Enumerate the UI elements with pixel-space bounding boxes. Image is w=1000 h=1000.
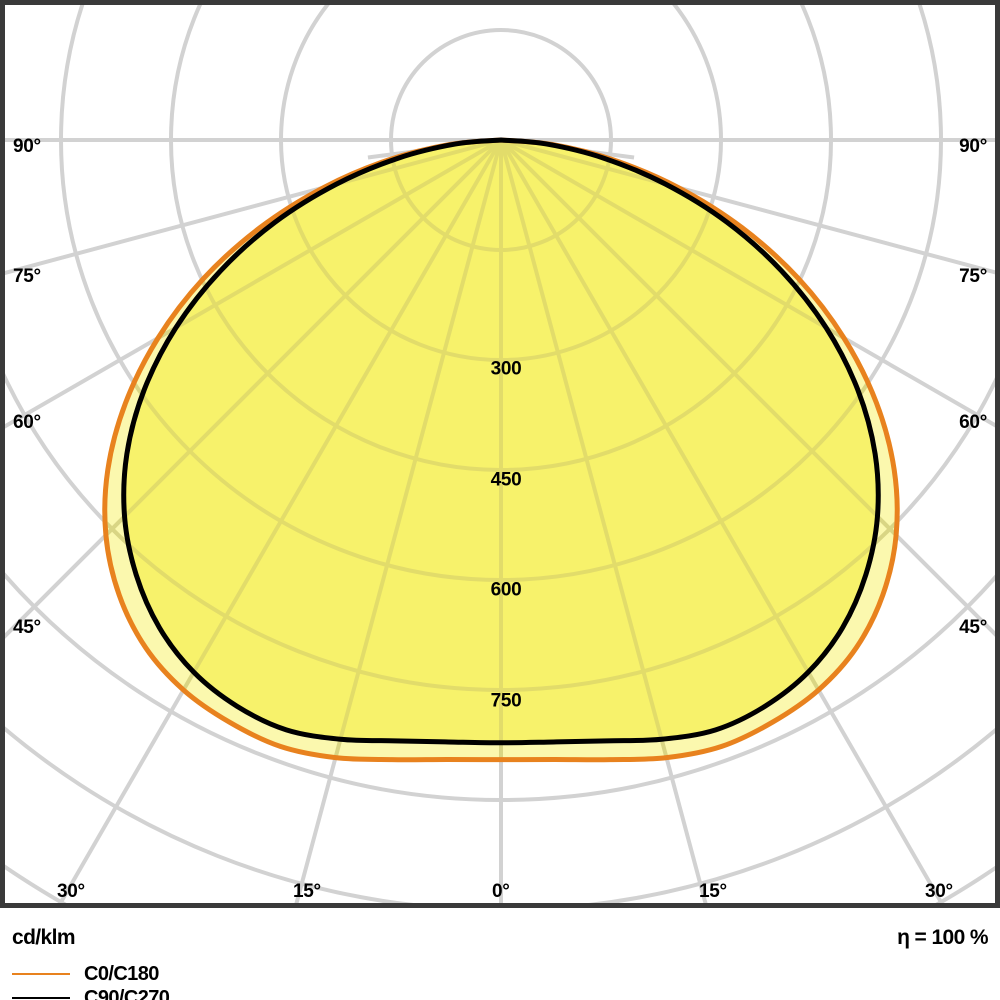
angle-label-bottom-30-left: 30° — [57, 881, 85, 902]
angle-label-bottom-15-left: 15° — [293, 881, 321, 902]
angle-label-bottom-30-right: 30° — [925, 881, 953, 902]
angle-label-bottom-0: 0° — [492, 881, 510, 902]
chart-plot-area: 90° 75° 60° 45° 90° 75° 60° 45° 30° 15° … — [0, 0, 1000, 908]
legend-swatch-c90-c270 — [12, 997, 70, 999]
legend-label-c90-c270: C90/C270 — [84, 987, 170, 1000]
angle-label-right-75: 75° — [959, 266, 987, 287]
legend-item-c0-c180: C0/C180 — [12, 962, 169, 986]
unit-label: cd/klm — [12, 926, 76, 949]
chart-footer: cd/klm η = 100 % C0/C180 C90/C270 — [0, 908, 1000, 1000]
angle-label-right-45: 45° — [959, 617, 987, 638]
angle-label-left-90: 90° — [13, 136, 41, 157]
angle-label-left-45: 45° — [13, 617, 41, 638]
ring-value-label-300: 300 — [490, 358, 522, 380]
legend-item-c90-c270: C90/C270 — [12, 986, 170, 1000]
angle-label-left-60: 60° — [13, 412, 41, 433]
ring-value-label-750: 750 — [490, 690, 522, 712]
angle-label-right-60: 60° — [959, 412, 987, 433]
angle-label-right-90: 90° — [959, 136, 987, 157]
polar-plot-svg — [5, 5, 995, 903]
legend-label-c0-c180: C0/C180 — [84, 963, 159, 985]
ring-value-label-600: 600 — [490, 579, 522, 601]
ring-value-label-450: 450 — [490, 469, 522, 491]
angle-label-left-75: 75° — [13, 266, 41, 287]
legend: C0/C180 C90/C270 — [12, 962, 170, 1000]
angle-label-bottom-15-right: 15° — [699, 881, 727, 902]
legend-swatch-c0-c180 — [12, 973, 70, 975]
efficiency-label: η = 100 % — [897, 926, 989, 949]
